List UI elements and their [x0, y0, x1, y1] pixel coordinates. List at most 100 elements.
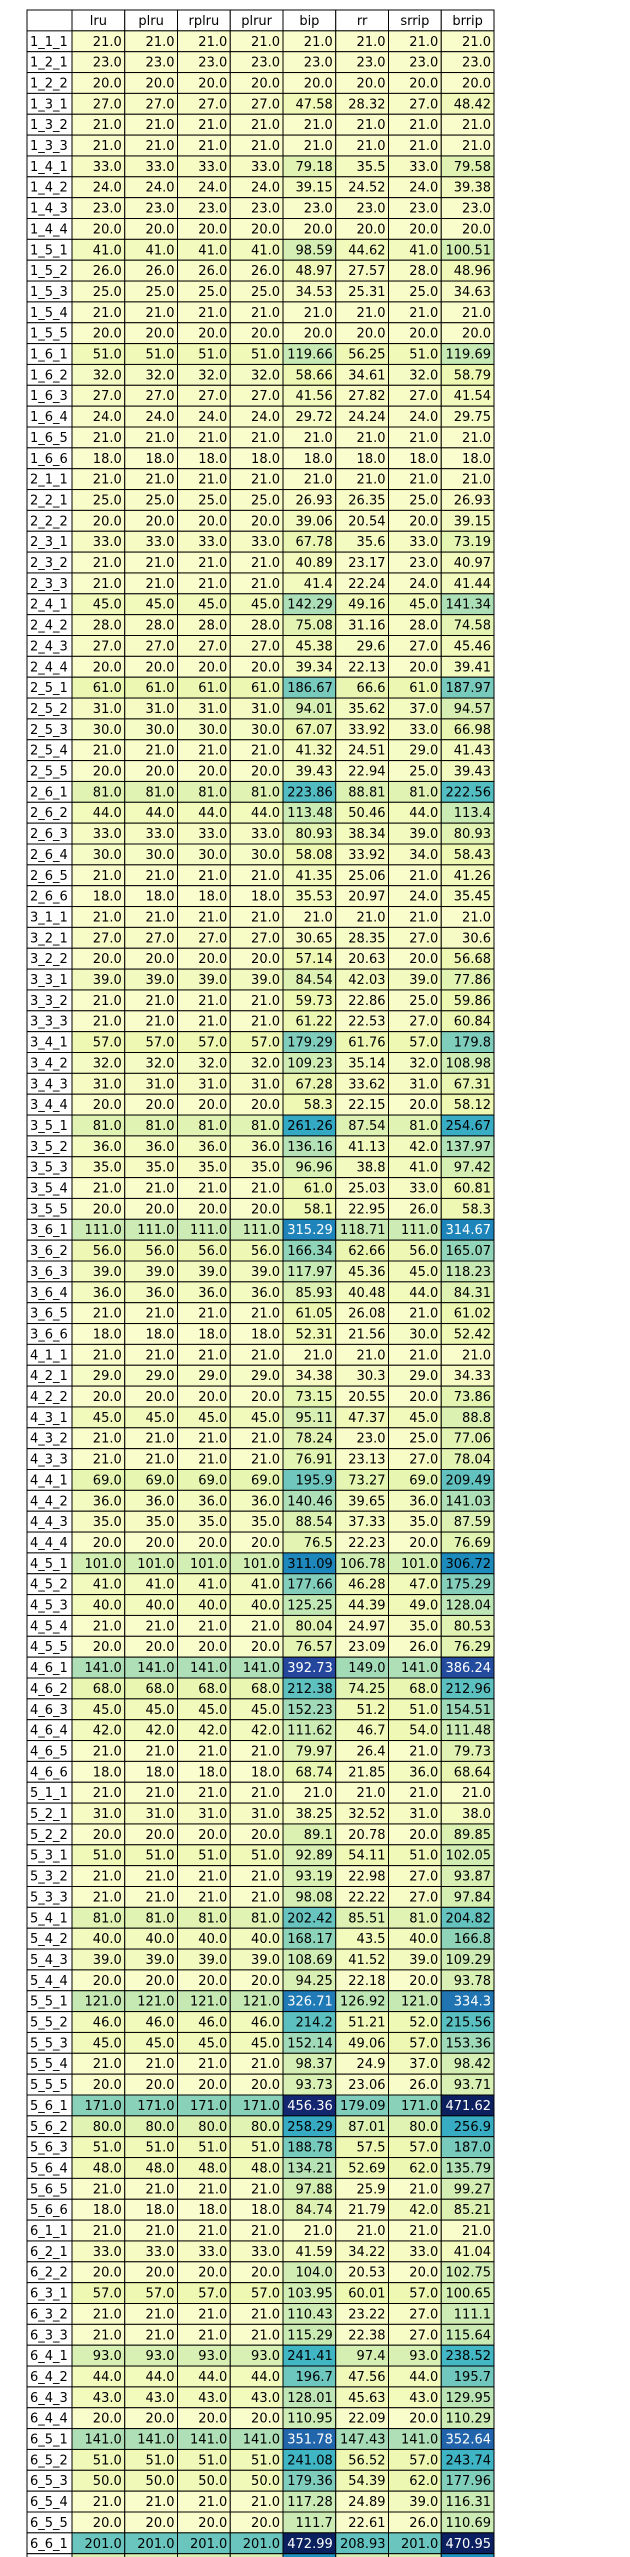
cell-value-label: 23.13 — [348, 1453, 385, 1468]
cell-value-label: 119.66 — [287, 348, 333, 363]
row-label: 5_6_2 — [30, 2120, 68, 2135]
row-label: 5_4_4 — [30, 1974, 68, 1989]
cell-value-label: 61.76 — [348, 1036, 385, 1051]
cell-value-label: 20.97 — [348, 890, 385, 905]
cell-value-label: 80.0 — [198, 2120, 227, 2135]
cell-value-label: 24.0 — [146, 181, 175, 196]
cell-value-label: 179.8 — [454, 1036, 491, 1051]
cell-value-label: 20.0 — [93, 765, 122, 780]
cell-value-label: 73.86 — [454, 1390, 491, 1405]
cell-value-label: 54.0 — [409, 1724, 438, 1739]
cell-value-label: 23.0 — [198, 56, 227, 71]
cell-value-label: 21.0 — [462, 1786, 491, 1801]
row-label: 6_5_4 — [30, 2495, 68, 2510]
row-label: 5_3_1 — [30, 1849, 68, 1864]
cell-value-label: 110.29 — [446, 2412, 492, 2427]
row-label: 3_5_5 — [30, 1202, 68, 1217]
cell-value-label: 116.31 — [446, 2495, 492, 2510]
row-label: 3_1_1 — [30, 910, 68, 925]
cell-value-label: 49.06 — [348, 2036, 385, 2051]
cell-value-label: 39.0 — [409, 1953, 438, 1968]
cell-value-label: 20.0 — [251, 327, 280, 342]
cell-value-label: 106.78 — [340, 1557, 386, 1572]
cell-value-label: 314.67 — [446, 1223, 492, 1238]
cell-value-label: 20.0 — [409, 2266, 438, 2281]
cell-value-label: 21.0 — [251, 1015, 280, 1030]
cell-value-label: 24.89 — [348, 2495, 385, 2510]
cell-value-label: 37.33 — [348, 1515, 385, 1530]
cell-value-label: 20.0 — [198, 952, 227, 967]
cell-value-label: 23.0 — [357, 202, 386, 217]
column-header-label: srrip — [400, 14, 429, 29]
row-label: 1_3_1 — [30, 97, 68, 112]
row-label: 1_5_2 — [30, 264, 68, 279]
cell-value-label: 18.0 — [146, 1327, 175, 1342]
cell-value-label: 74.58 — [454, 619, 491, 634]
cell-value-label: 21.0 — [93, 994, 122, 1009]
cell-value-label: 21.0 — [146, 2328, 175, 2343]
cell-value-label: 23.0 — [251, 56, 280, 71]
cell-value-label: 27.82 — [348, 389, 385, 404]
cell-value-label: 77.06 — [454, 1432, 491, 1447]
cell-value-label: 141.0 — [190, 1661, 227, 1676]
cell-value-label: 80.0 — [146, 2120, 175, 2135]
row-label: 6_4_2 — [30, 2370, 68, 2385]
cell-value-label: 36.0 — [93, 1494, 122, 1509]
cell-value-label: 21.0 — [198, 910, 227, 925]
cell-value-label: 29.0 — [251, 1369, 280, 1384]
cell-value-label: 195.7 — [454, 2370, 491, 2385]
cell-value-label: 60.84 — [454, 1015, 491, 1030]
cell-value-label: 44.39 — [348, 1599, 385, 1614]
cell-value-label: 20.0 — [93, 2516, 122, 2531]
cell-value-label: 41.26 — [454, 869, 491, 884]
cell-value-label: 41.54 — [454, 389, 491, 404]
row-label: 4_4_1 — [30, 1473, 68, 1488]
cell-value-label: 30.0 — [93, 848, 122, 863]
cell-value-label: 80.0 — [251, 2120, 280, 2135]
cell-value-label: 27.0 — [198, 639, 227, 654]
row-label: 5_4_3 — [30, 1953, 68, 1968]
cell-value-label: 21.0 — [198, 431, 227, 446]
cell-value-label: 22.61 — [348, 2516, 385, 2531]
cell-value-label: 66.98 — [454, 723, 491, 738]
cell-value-label: 26.0 — [251, 264, 280, 279]
row-label: 1_4_4 — [30, 222, 68, 237]
cell-value-label: 101.0 — [243, 1557, 280, 1572]
cell-value-label: 80.0 — [409, 2120, 438, 2135]
cell-value-label: 21.0 — [409, 1744, 438, 1759]
cell-value-label: 21.0 — [409, 306, 438, 321]
cell-value-label: 20.0 — [146, 2266, 175, 2281]
cell-value-label: 51.0 — [409, 348, 438, 363]
row-label: 2_6_5 — [30, 869, 68, 884]
cell-value-label: 51.0 — [409, 1703, 438, 1718]
cell-value-label: 21.0 — [462, 1348, 491, 1363]
cell-value-label: 22.94 — [348, 765, 385, 780]
cell-value-label: 20.0 — [251, 514, 280, 529]
cell-value-label: 32.0 — [409, 1056, 438, 1071]
cell-value-label: 51.0 — [93, 1849, 122, 1864]
cell-value-label: 171.0 — [243, 2099, 280, 2114]
cell-value-label: 20.0 — [198, 1828, 227, 1843]
cell-value-label: 21.0 — [93, 1890, 122, 1905]
cell-value-label: 21.0 — [409, 35, 438, 50]
cell-value-label: 258.29 — [287, 2120, 333, 2135]
cell-value-label: 76.57 — [296, 1640, 333, 1655]
cell-value-label: 27.0 — [93, 97, 122, 112]
cell-value-label: 21.0 — [409, 910, 438, 925]
cell-value-label: 81.0 — [409, 1119, 438, 1134]
cell-value-label: 45.0 — [146, 1703, 175, 1718]
cell-value-label: 48.0 — [146, 2161, 175, 2176]
cell-value-label: 29.0 — [409, 744, 438, 759]
cell-value-label: 111.0 — [190, 1223, 227, 1238]
cell-value-label: 24.97 — [348, 1619, 385, 1634]
cell-value-label: 18.0 — [93, 1765, 122, 1780]
row-label: 5_5_2 — [30, 2016, 68, 2031]
cell-value-label: 21.0 — [304, 2224, 333, 2239]
cell-value-label: 20.0 — [93, 76, 122, 91]
cell-value-label: 35.0 — [251, 1515, 280, 1530]
cell-value-label: 20.0 — [93, 1202, 122, 1217]
row-label: 1_6_4 — [30, 410, 68, 425]
cell-value-label: 20.0 — [251, 76, 280, 91]
cell-value-label: 58.79 — [454, 368, 491, 383]
cell-value-label: 20.0 — [93, 2412, 122, 2427]
